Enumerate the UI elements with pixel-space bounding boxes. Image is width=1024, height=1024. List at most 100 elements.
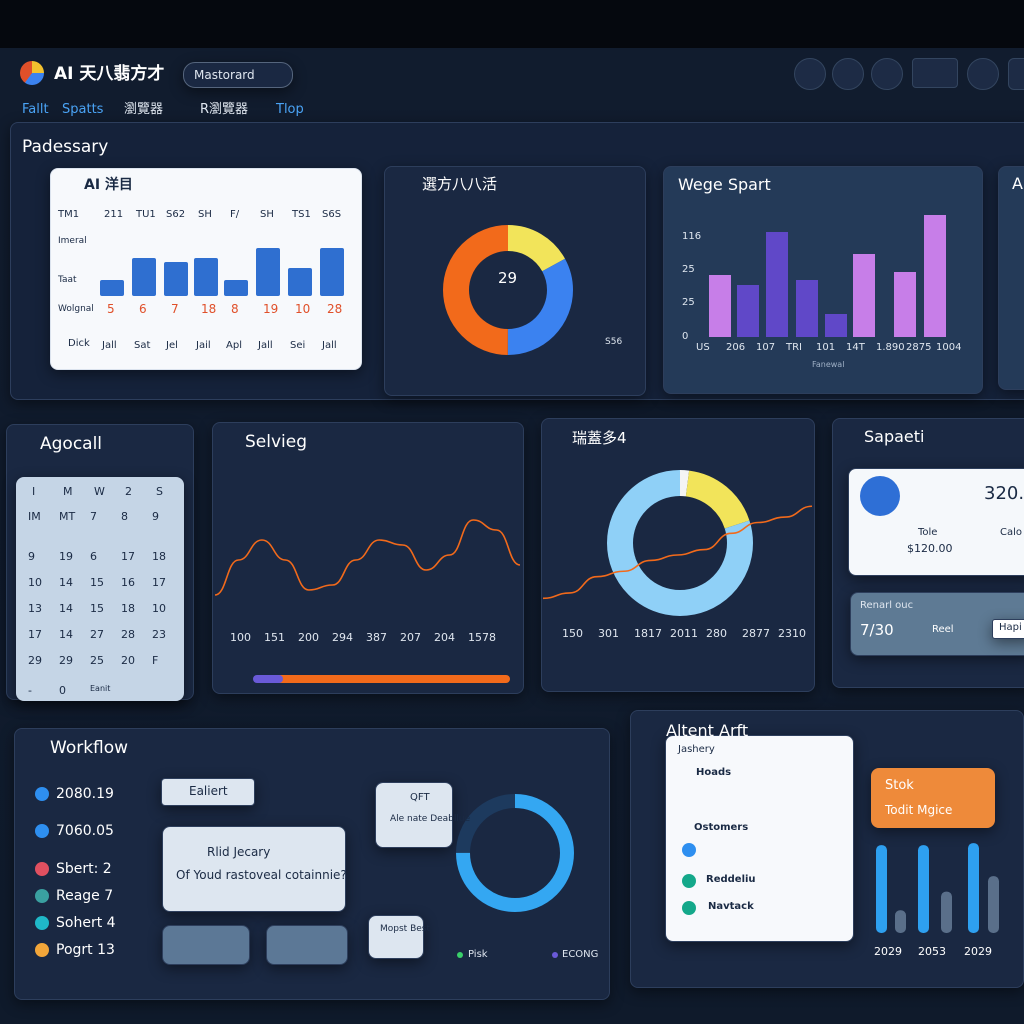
- settings-icon: [912, 58, 958, 88]
- label: 29: [498, 269, 518, 287]
- progress-track: [255, 675, 510, 683]
- label: 0: [59, 684, 66, 697]
- list-dot: [35, 787, 49, 801]
- status-dot: [682, 874, 696, 888]
- label: Jall: [102, 340, 117, 351]
- bar: [894, 272, 916, 337]
- label: Tlop: [276, 102, 304, 117]
- label: 7: [171, 302, 179, 316]
- label: Sat: [134, 340, 151, 351]
- label: 10: [295, 302, 311, 316]
- label: Reddeliu: [706, 874, 756, 885]
- label: SH: [198, 209, 212, 220]
- legend-dot: [457, 952, 463, 958]
- label: 200: [298, 631, 319, 644]
- bar: [320, 248, 344, 296]
- label: AI 天八翡方才: [54, 64, 165, 84]
- profile-icon: [860, 476, 900, 516]
- label: Of Youd rastoveal cotainnie?: [176, 868, 347, 882]
- label: 301: [598, 627, 619, 640]
- label: SH: [260, 209, 274, 220]
- bar: [968, 843, 979, 933]
- label: Ale nate Deabllue: [390, 814, 471, 824]
- bar: [853, 254, 875, 337]
- label: 選方八八活: [422, 175, 498, 193]
- bar: [288, 268, 312, 296]
- bar: [941, 891, 952, 933]
- label: QFT: [410, 792, 430, 803]
- label: S: [156, 485, 163, 498]
- label: 9: [28, 550, 35, 563]
- label: Pisk: [468, 949, 488, 960]
- label: 28: [327, 302, 343, 316]
- label: Wege Spart: [678, 175, 771, 194]
- label: 瀏覽器: [124, 102, 164, 117]
- status-dot: [682, 901, 696, 915]
- chat-card: [162, 826, 346, 912]
- label: 29: [28, 654, 42, 667]
- donut-segment: [443, 225, 573, 355]
- label: Workflow: [50, 738, 129, 758]
- label: 2: [125, 485, 132, 498]
- label: S6S: [322, 209, 342, 220]
- list-dot: [35, 862, 49, 876]
- label: Fallt: [22, 102, 49, 117]
- label: TS1: [292, 209, 311, 220]
- label: 0: [682, 331, 689, 342]
- label: 294: [332, 631, 353, 644]
- label: 116: [682, 231, 702, 242]
- label: 101: [816, 342, 836, 353]
- label: TRI: [786, 342, 803, 353]
- label: Spatts: [62, 102, 104, 117]
- label: Hapi: [999, 622, 1022, 633]
- label: Pogrt 13: [56, 942, 115, 958]
- label: 25: [90, 654, 104, 667]
- label: TU1: [136, 209, 156, 220]
- bar: [766, 232, 788, 337]
- label: 10: [152, 602, 166, 615]
- label: Jall: [322, 340, 337, 351]
- bar: [164, 262, 188, 296]
- label: $120.00: [907, 542, 953, 555]
- bar: [100, 280, 124, 296]
- label: 207: [400, 631, 421, 644]
- label: 7: [90, 510, 97, 523]
- bar: [876, 845, 887, 933]
- label: Reel: [932, 624, 954, 635]
- label: Agocall: [40, 434, 103, 454]
- status-dot: [682, 843, 696, 857]
- label: 2877: [742, 627, 770, 640]
- label: Padessary: [22, 137, 109, 157]
- label: Jashery: [678, 744, 715, 755]
- bar: [895, 910, 906, 933]
- label: 14T: [846, 342, 865, 353]
- label: Todit Mgice: [885, 803, 953, 817]
- label: 206: [726, 342, 746, 353]
- label: 29: [59, 654, 73, 667]
- label: Calo: [1000, 527, 1023, 538]
- hapi-button: [992, 619, 1024, 639]
- bar: [737, 285, 759, 337]
- label: 2875: [906, 342, 932, 353]
- brand-pill: [183, 62, 293, 88]
- label: 8: [121, 510, 128, 523]
- label: Altent Arft: [666, 721, 749, 740]
- calendar-grid: [16, 477, 184, 701]
- donut-segment: [456, 794, 574, 912]
- label: 28: [121, 628, 135, 641]
- label: ECONG: [562, 949, 599, 960]
- label: M: [63, 485, 73, 498]
- label: 23: [152, 628, 166, 641]
- label: Renarl ouc: [860, 600, 914, 611]
- list-dot: [35, 824, 49, 838]
- sapaeti-card: [848, 468, 1024, 576]
- label: 2011: [670, 627, 698, 640]
- label: Eanit: [90, 684, 111, 693]
- bar: [224, 280, 248, 296]
- label: Mopst Best: [380, 924, 430, 934]
- label: 瑞蓋多4: [572, 429, 627, 447]
- label: S62: [166, 209, 186, 220]
- label: 5: [107, 302, 115, 316]
- label: 14: [59, 602, 73, 615]
